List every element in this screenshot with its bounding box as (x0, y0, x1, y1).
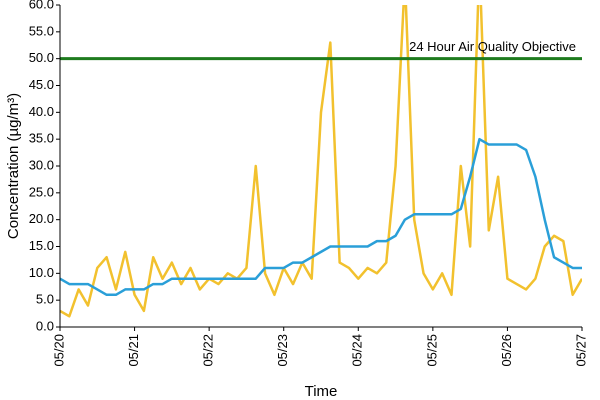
y-tick-label: 25.0 (29, 184, 54, 199)
x-tick-label: 05/21 (126, 334, 141, 367)
y-tick-label: 45.0 (29, 77, 54, 92)
y-tick-label: 20.0 (29, 211, 54, 226)
x-tick-label: 05/26 (499, 334, 514, 367)
x-axis-label: Time (305, 383, 338, 400)
x-tick-label: 05/23 (275, 334, 290, 367)
y-tick-label: 30.0 (29, 157, 54, 172)
x-tick-label: 05/20 (51, 334, 66, 367)
y-tick-label: 55.0 (29, 23, 54, 38)
data-line (60, 5, 582, 318)
x-tick-label: 05/22 (201, 334, 216, 367)
y-tick-label: 60.0 (29, 0, 54, 11)
y-tick-label: 0.0 (36, 318, 54, 333)
data-line (60, 137, 582, 297)
objective-label: 24 Hour Air Quality Objective (409, 39, 576, 54)
x-tick-label: 05/27 (573, 334, 588, 367)
y-tick-label: 15.0 (29, 238, 54, 253)
y-tick-label: 50.0 (29, 50, 54, 65)
y-tick-label: 40.0 (29, 104, 54, 119)
y-tick-label: 5.0 (36, 292, 54, 307)
y-tick-label: 10.0 (29, 265, 54, 280)
x-tick-label: 05/24 (350, 334, 365, 367)
y-tick-label: 35.0 (29, 131, 54, 146)
y-axis-label: Concentration (µg/m³) (5, 93, 22, 239)
x-tick-label: 05/25 (424, 334, 439, 367)
